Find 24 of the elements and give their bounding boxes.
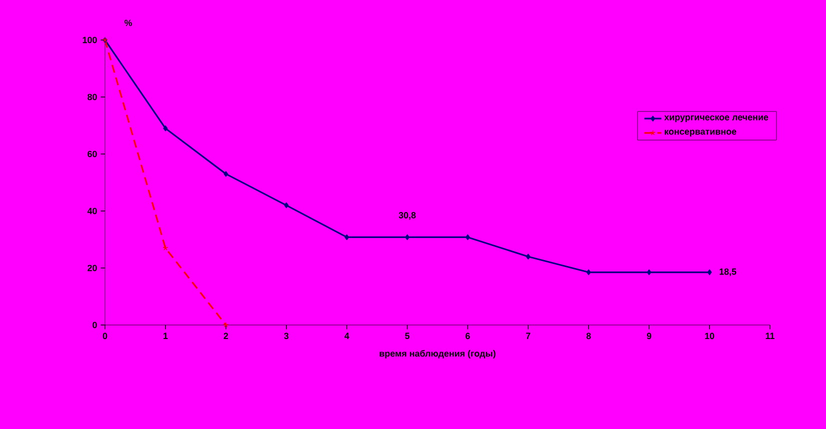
x-tick-label: 8 bbox=[586, 332, 591, 340]
x-tick-label: 6 bbox=[466, 332, 470, 340]
y-tick-label: 80 bbox=[88, 94, 97, 100]
x-tick-label: 10 bbox=[705, 332, 714, 340]
x-tick-label: 7 bbox=[526, 332, 530, 339]
y-tick-label: 60 bbox=[88, 150, 97, 158]
annotation: 18,5 bbox=[720, 268, 736, 276]
x-tick-label: 2 bbox=[224, 332, 228, 340]
x-tick-label: 11 bbox=[766, 332, 774, 339]
y-tick-label: 40 bbox=[87, 208, 97, 214]
x-tick-label: 0 bbox=[102, 332, 108, 340]
legend-label: консервативное bbox=[664, 130, 736, 136]
x-tick-label: 5 bbox=[405, 332, 410, 340]
y-axis-title: % bbox=[124, 20, 132, 26]
y-tick-label: 100 bbox=[82, 36, 97, 44]
legend-label: хирургическое лечение bbox=[664, 115, 768, 122]
x-tick-label: 1 bbox=[164, 332, 168, 339]
x-tick-label: 3 bbox=[284, 332, 289, 340]
y-tick-label: 0 bbox=[92, 322, 97, 328]
y-tick-label: 20 bbox=[88, 264, 97, 272]
x-axis-title: время наблюдения (годы) bbox=[380, 350, 496, 358]
x-tick-label: 4 bbox=[344, 332, 350, 339]
x-tick-label: 9 bbox=[646, 332, 652, 340]
annotation: 30,8 bbox=[398, 212, 416, 220]
